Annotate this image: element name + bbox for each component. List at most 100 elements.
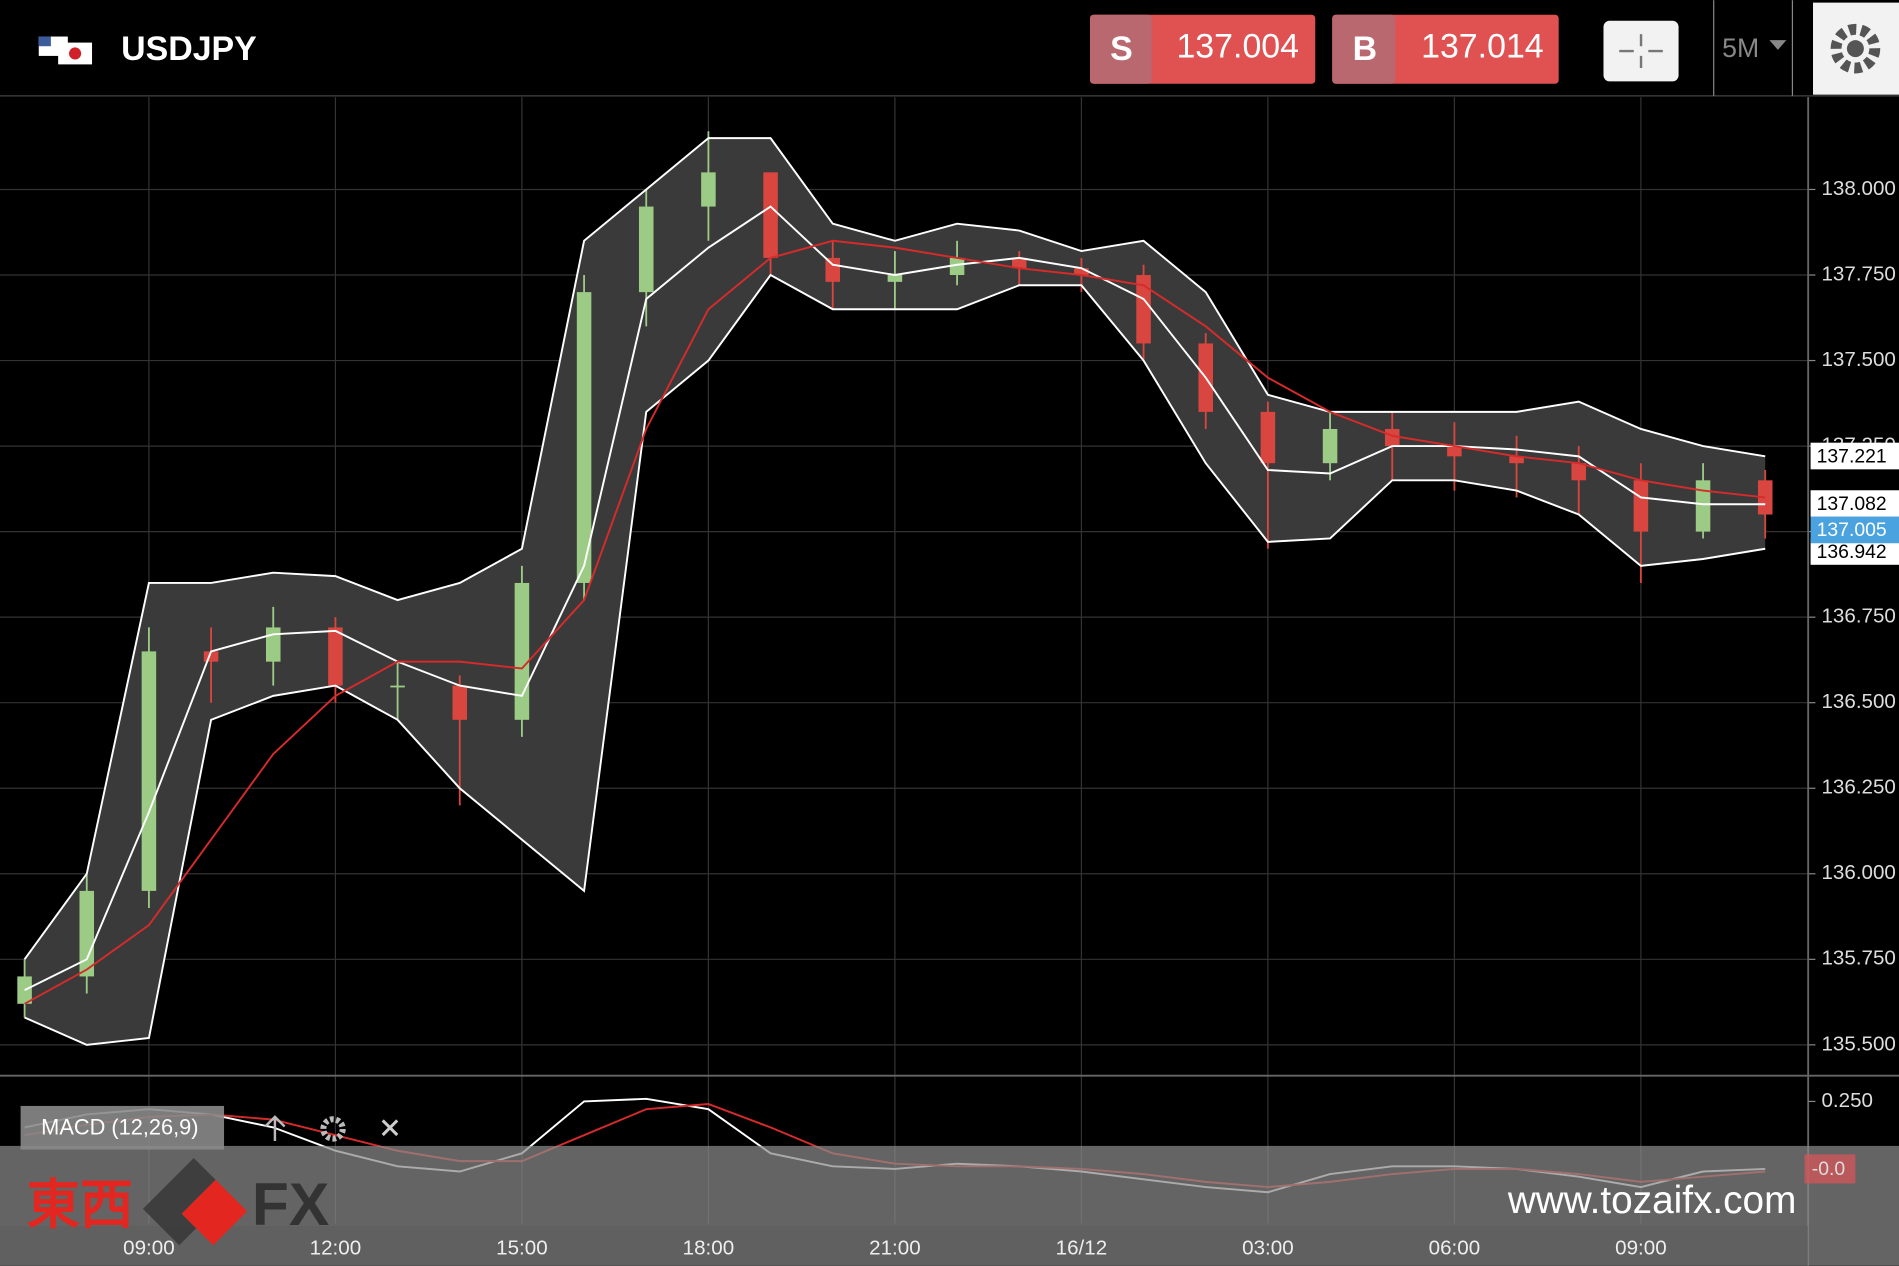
indicator-line xyxy=(24,239,1766,1005)
candle-body xyxy=(701,172,716,207)
candle-body xyxy=(203,651,219,662)
candle-body xyxy=(390,685,405,688)
crosshair-icon xyxy=(1619,34,1663,69)
price-label: 137.082 xyxy=(1817,493,1887,515)
candle-body xyxy=(514,582,530,720)
candle-body xyxy=(1074,268,1089,276)
sell-price: 137.004 xyxy=(1176,28,1299,66)
x-tick-label: 06:00 xyxy=(1429,1236,1481,1259)
price-label: 136.942 xyxy=(1817,541,1887,563)
candle-body xyxy=(1695,480,1711,532)
price-label-box xyxy=(1810,516,1899,544)
candle-body xyxy=(265,627,281,662)
arrow-icon xyxy=(264,1115,286,1142)
watermark-url: www.tozaifx.com xyxy=(1507,1179,1797,1222)
gear-icon xyxy=(1830,23,1881,74)
candle-body xyxy=(576,292,592,583)
candle-body xyxy=(1136,275,1151,344)
price-label-box xyxy=(1810,490,1899,517)
us-flag-canton xyxy=(38,36,51,47)
price-label-box xyxy=(1810,442,1899,470)
buy-tag xyxy=(1332,14,1396,84)
watermark-brand: 東西 xyxy=(27,1176,134,1235)
y-tick-label: 136.750 xyxy=(1821,605,1895,628)
macd-value-label: -0.0 xyxy=(1812,1158,1846,1180)
indicator-line xyxy=(24,205,1766,991)
y-tick-label: 0.250 xyxy=(1821,1089,1873,1112)
watermark-logo-mark xyxy=(142,1158,216,1246)
top-bar: USDJPY S 137.004 B 137.014 5M xyxy=(0,0,1899,97)
y-tick-label: 136.250 xyxy=(1821,776,1895,799)
candle-body xyxy=(1571,463,1586,481)
price-label: 137.221 xyxy=(1817,445,1887,467)
buy-price: 137.014 xyxy=(1421,28,1544,66)
candle-body xyxy=(1757,480,1773,515)
indicator-line xyxy=(23,137,1766,960)
sell-tag xyxy=(1089,14,1152,84)
candle-body xyxy=(949,257,965,276)
price-label: 137.005 xyxy=(1817,519,1887,541)
candle-body xyxy=(1509,456,1524,464)
macd-value-box xyxy=(1804,1154,1856,1184)
gear-hub xyxy=(1846,40,1864,58)
sell-label: S xyxy=(1110,30,1133,68)
candle-body xyxy=(1633,480,1649,532)
top-bar-bg xyxy=(0,0,1899,96)
y-tick-label: 138.000 xyxy=(1821,177,1895,200)
candle-body xyxy=(825,257,841,282)
candle-body xyxy=(328,627,343,686)
timeframe: 5M xyxy=(1722,33,1759,63)
x-tick-label: 18:00 xyxy=(683,1236,735,1259)
y-tick-label: 135.500 xyxy=(1821,1032,1895,1055)
macd-settings-button[interactable] xyxy=(320,1116,346,1142)
y-tick-label: 136.500 xyxy=(1821,690,1895,713)
y-tick-label: 137.500 xyxy=(1821,348,1895,371)
settings-button[interactable] xyxy=(1813,2,1899,95)
x-tick-label: 12:00 xyxy=(310,1236,362,1259)
candle-body xyxy=(17,976,32,1004)
x-tick-label: 09:00 xyxy=(1615,1236,1667,1259)
sell-button[interactable]: S 137.004 xyxy=(1089,14,1316,84)
macd-close-button[interactable] xyxy=(381,1119,399,1137)
gear-icon xyxy=(320,1116,346,1142)
timeframe-select[interactable]: 5M xyxy=(1722,33,1787,63)
y-tick-label: 137.750 xyxy=(1821,262,1895,285)
macd-label-box xyxy=(20,1105,225,1150)
x-axis-band xyxy=(0,1225,1809,1266)
jp-flag-disc xyxy=(69,47,82,60)
close-icon xyxy=(381,1119,399,1137)
macd-move-button[interactable] xyxy=(264,1115,286,1142)
crosshair-button[interactable] xyxy=(1603,20,1679,82)
watermark-logo: FX xyxy=(252,1170,329,1238)
candle-body xyxy=(1322,428,1338,464)
x-tick-label: 15:00 xyxy=(496,1236,547,1259)
macd-header: MACD (12,26,9) xyxy=(20,1105,399,1150)
macd-title: MACD (12,26,9) xyxy=(41,1115,198,1140)
buy-label: B xyxy=(1353,30,1378,68)
price-series xyxy=(17,131,1773,1046)
candle-body xyxy=(1384,428,1400,447)
candle-body xyxy=(763,172,778,258)
candle-body xyxy=(638,206,654,293)
candle-body xyxy=(452,685,468,720)
candle-body xyxy=(1447,446,1462,457)
x-tick-label: 03:00 xyxy=(1242,1236,1294,1259)
candle-body xyxy=(887,275,903,282)
x-tick-label: 21:00 xyxy=(869,1236,921,1259)
buy-button[interactable]: B 137.014 xyxy=(1332,14,1559,84)
dropdown-arrow xyxy=(1769,40,1787,50)
candle-body xyxy=(79,890,95,977)
plot-layer: 135.500 135.750 136.000 136.250 136.500 136.7… xyxy=(0,97,1899,1266)
x-tick-label: 09:00 xyxy=(123,1236,175,1259)
x-tick-label: 16/12 xyxy=(1056,1236,1108,1259)
symbol: USDJPY xyxy=(121,30,257,68)
candle-body xyxy=(141,651,157,891)
flags xyxy=(38,36,93,65)
y-tick-label: 135.750 xyxy=(1821,947,1895,970)
candle-body xyxy=(1260,411,1276,464)
y-tick-label: 136.000 xyxy=(1821,861,1895,884)
crosshair-bg xyxy=(1603,20,1679,82)
candle-body xyxy=(1011,257,1027,269)
